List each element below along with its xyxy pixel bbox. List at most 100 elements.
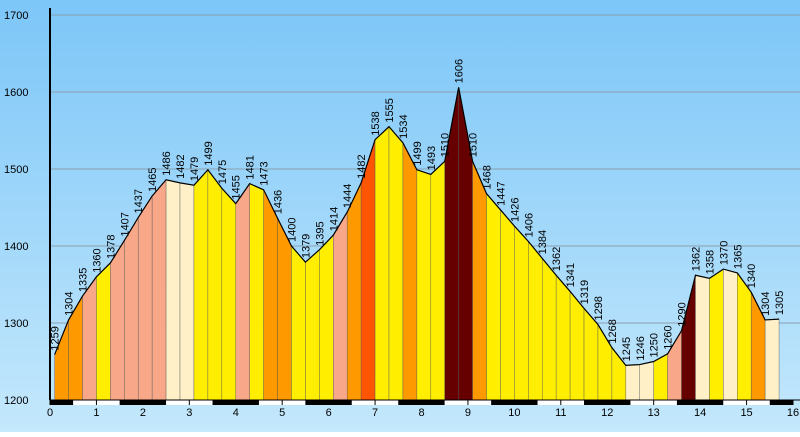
segment — [193, 169, 209, 401]
scale-bar — [769, 400, 793, 405]
segment — [695, 275, 710, 401]
segment — [528, 240, 543, 401]
scale-bar — [723, 400, 747, 405]
x-tick-label: 5 — [279, 407, 285, 419]
segment — [333, 211, 348, 401]
data-label: 1340 — [746, 264, 758, 288]
scale-bar — [189, 400, 213, 405]
data-label: 1304 — [760, 291, 772, 315]
data-label: 1400 — [286, 218, 298, 242]
scale-bar — [282, 400, 306, 405]
segment — [625, 364, 640, 401]
segment — [347, 182, 362, 401]
data-label: 1384 — [537, 230, 549, 254]
data-label: 1290 — [677, 302, 689, 326]
segment — [472, 161, 487, 401]
scale-bar — [73, 400, 97, 405]
scale-bar — [50, 400, 74, 405]
x-tick-label: 8 — [418, 407, 424, 419]
data-label: 1606 — [454, 59, 466, 83]
data-label: 1482 — [356, 154, 368, 178]
segment — [402, 142, 418, 401]
data-label: 1395 — [314, 221, 326, 245]
data-label: 1436 — [273, 190, 285, 214]
data-label: 1360 — [91, 248, 103, 272]
data-label: 1437 — [133, 189, 145, 213]
data-label: 1499 — [412, 141, 424, 165]
data-label: 1493 — [426, 146, 438, 170]
x-tick-label: 9 — [465, 407, 471, 419]
scale-bar — [746, 400, 770, 405]
data-label: 1481 — [245, 155, 257, 179]
data-label: 1455 — [231, 175, 243, 199]
data-label: 1499 — [203, 141, 215, 165]
segment — [542, 257, 557, 401]
segment — [486, 193, 501, 401]
data-label: 1246 — [635, 336, 647, 360]
segment — [291, 245, 306, 401]
data-label: 1406 — [523, 213, 535, 237]
scale-bar — [676, 400, 701, 405]
segment — [207, 169, 223, 401]
x-tick-label: 3 — [186, 407, 192, 419]
x-tick-label: 12 — [601, 407, 613, 419]
data-label: 1426 — [509, 197, 521, 221]
data-label: 1486 — [161, 151, 173, 175]
scale-bar — [560, 400, 585, 405]
x-tick-label: 11 — [555, 407, 566, 419]
data-label: 1444 — [342, 184, 354, 208]
data-label: 1534 — [398, 114, 410, 138]
scale-bar — [166, 400, 190, 405]
x-tick-label: 2 — [140, 407, 146, 419]
x-tick-label: 15 — [740, 407, 752, 419]
data-label: 1298 — [593, 296, 605, 320]
data-label: 1358 — [704, 250, 716, 274]
data-label: 1473 — [259, 161, 271, 185]
data-label: 1414 — [328, 207, 340, 231]
scale-bar — [491, 400, 515, 405]
scale-bar — [235, 400, 259, 405]
segment — [388, 126, 404, 401]
data-label: 1510 — [468, 133, 480, 157]
scale-bar — [119, 400, 143, 405]
scale-bar — [258, 400, 283, 405]
segment — [430, 160, 445, 401]
segment — [500, 209, 515, 401]
segment — [639, 361, 654, 401]
segment — [221, 187, 236, 401]
data-label: 1370 — [718, 241, 730, 265]
data-label: 1468 — [482, 165, 494, 189]
data-label: 1538 — [370, 111, 382, 135]
scale-bar — [630, 400, 654, 405]
scale-bar — [96, 400, 120, 405]
data-label: 1245 — [621, 337, 633, 361]
profile-line — [54, 87, 780, 366]
scale-bar — [653, 400, 677, 405]
scale-bar — [328, 400, 352, 405]
data-label: 1465 — [147, 167, 159, 191]
scale-bar — [212, 400, 236, 405]
segment — [723, 268, 738, 401]
segment — [263, 189, 278, 401]
segment — [110, 239, 125, 401]
data-label: 1335 — [78, 268, 90, 292]
x-tick-label: 10 — [508, 407, 520, 419]
x-tick-label: 14 — [694, 407, 706, 419]
x-tick-label: 0 — [47, 407, 53, 419]
data-label: 1341 — [565, 263, 577, 287]
scale-bar — [467, 400, 492, 405]
segment — [235, 182, 250, 401]
segment — [277, 218, 292, 401]
scale-bar — [537, 400, 561, 405]
segment — [179, 182, 195, 401]
y-tick-label: 1400 — [4, 241, 28, 253]
x-tick-label: 4 — [233, 407, 239, 419]
segment — [249, 183, 264, 401]
data-label: 1379 — [300, 234, 312, 258]
segment — [305, 249, 320, 401]
data-label: 1319 — [579, 280, 591, 304]
y-tick-label: 1500 — [4, 164, 28, 176]
segment — [416, 169, 431, 401]
scale-bar — [700, 400, 724, 405]
